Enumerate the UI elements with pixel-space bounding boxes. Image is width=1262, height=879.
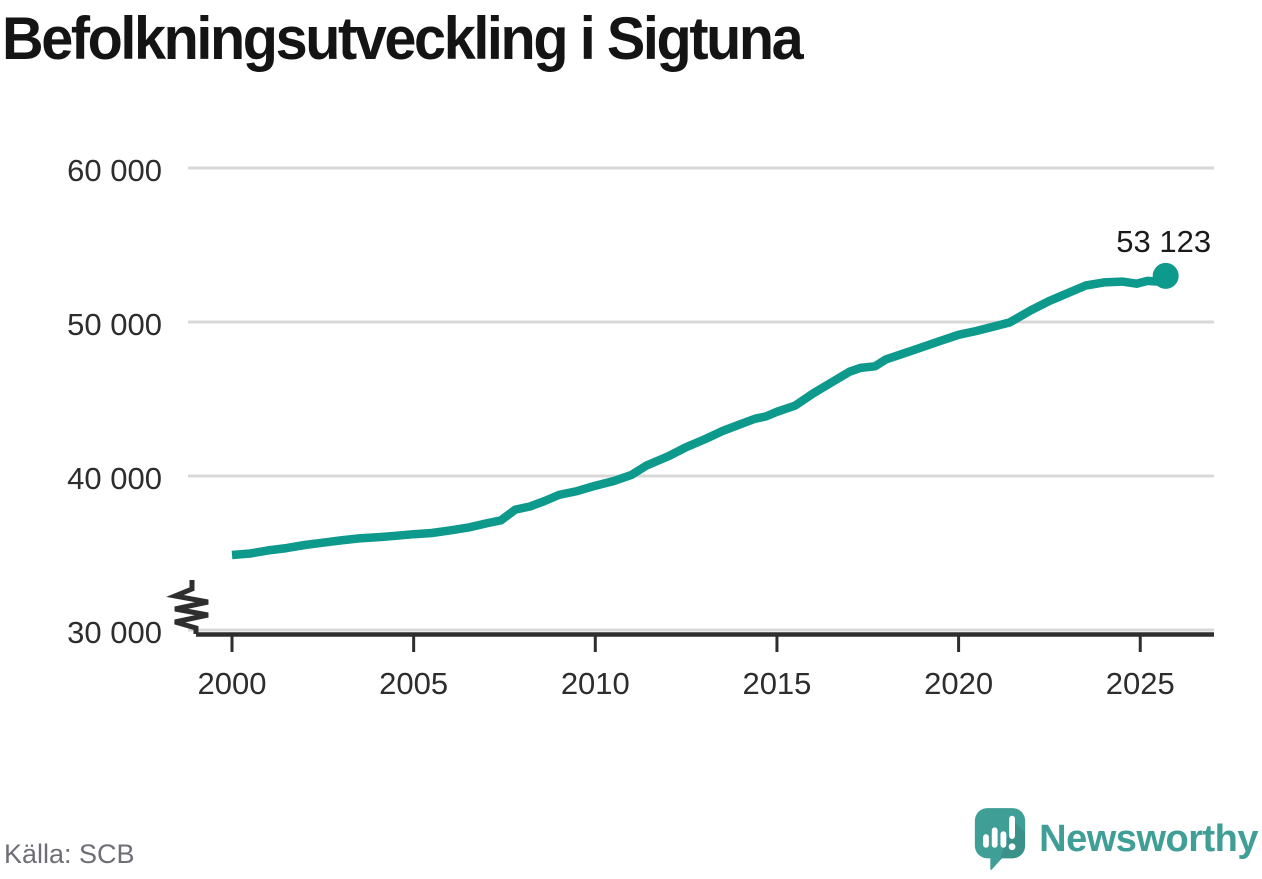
latest-value-dot	[1152, 262, 1179, 289]
newsworthy-logo-icon	[975, 808, 1026, 870]
logo-bar-chart-glyph	[983, 815, 1016, 851]
x-axis-tick-label: 2015	[742, 666, 811, 701]
latest-value-label: 53 123	[1116, 224, 1211, 259]
y-axis-tick-label: 30 000	[67, 615, 162, 650]
logo-shading	[1000, 820, 1026, 859]
page-title: Befolkningsutveckling i Sigtuna	[2, 5, 804, 72]
x-axis-tick-label: 2025	[1106, 666, 1175, 701]
y-axis-tick-label: 60 000	[67, 153, 162, 188]
newsworthy-branding: Newsworthy	[971, 806, 1258, 872]
source-note: Källa: SCB	[4, 839, 135, 869]
newsworthy-wordmark: Newsworthy	[1039, 817, 1258, 860]
y-axis-tick-label: 50 000	[67, 307, 162, 342]
x-axis-tick-label: 2000	[198, 666, 267, 701]
y-axis-tick-label: 40 000	[67, 461, 162, 496]
x-axis-tick-label: 2020	[924, 666, 993, 701]
population-line	[231, 272, 1168, 560]
y-axis-break-icon	[166, 580, 209, 634]
x-axis-tick-label: 2010	[561, 666, 630, 701]
x-axis-tick-label: 2005	[379, 666, 448, 701]
